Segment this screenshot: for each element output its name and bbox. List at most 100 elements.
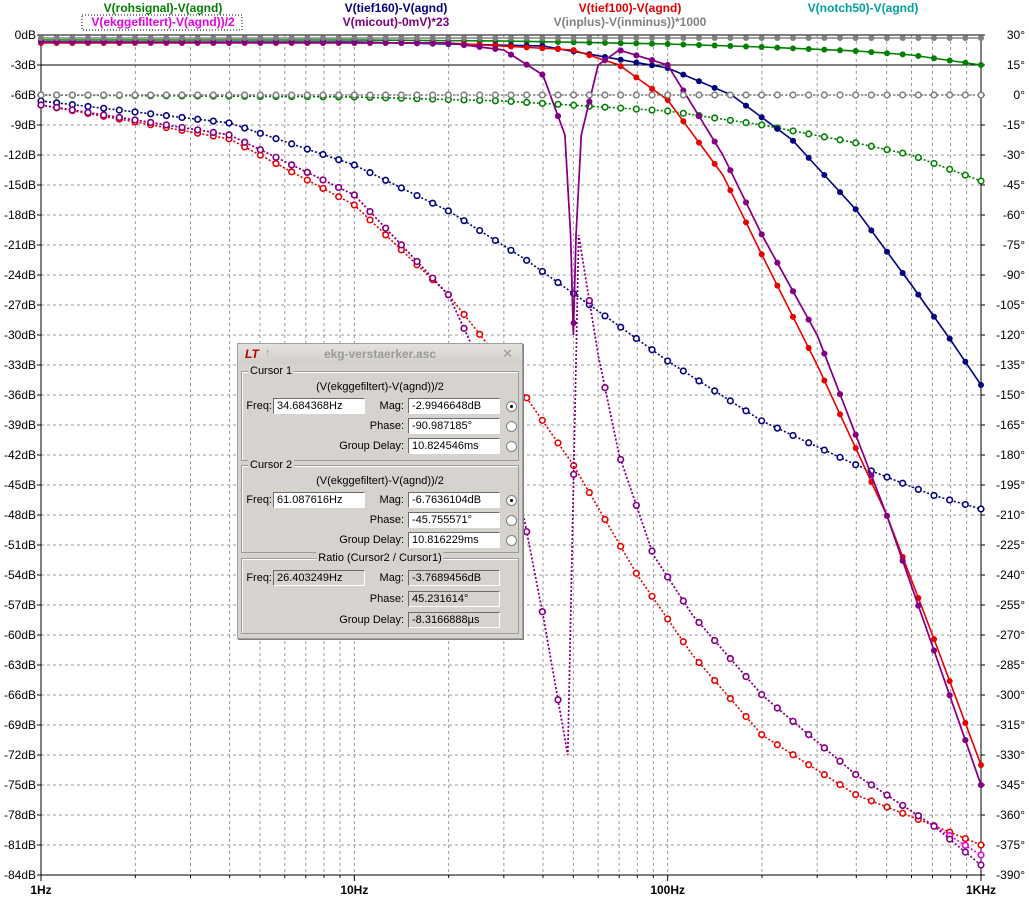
cursor2-phase-field[interactable]: -45.755571° — [408, 512, 500, 528]
y-right-tick-label: -270° — [996, 628, 1025, 642]
cursor2-group-delay-field[interactable]: 10.816229ms — [408, 532, 500, 548]
data-point — [805, 154, 812, 161]
data-point — [837, 35, 843, 41]
y-left-tick-label: -36dB — [4, 388, 36, 402]
cursor2-phase-radio[interactable] — [506, 515, 517, 526]
data-point — [664, 615, 672, 623]
ratio-mag-label: Mag: — [379, 572, 404, 584]
data-point — [491, 236, 499, 245]
data-point — [382, 35, 389, 41]
data-point — [350, 91, 358, 99]
data-point — [617, 56, 624, 63]
series-9-phase — [37, 101, 985, 869]
cursor1-group-delay-radio[interactable] — [506, 441, 517, 452]
data-point — [303, 91, 311, 99]
data-point — [366, 91, 374, 99]
legend-item: V(micout)-0mV)*23 — [343, 15, 450, 29]
y-left-tick-label: -24dB — [4, 268, 36, 282]
data-point — [633, 40, 640, 47]
data-point — [617, 35, 624, 41]
data-point — [226, 35, 232, 41]
cursor1-phase-field[interactable]: -90.987185° — [408, 418, 500, 434]
cursor1-freq-field[interactable]: 34.684368Hz — [273, 398, 365, 414]
cursor1-phase-radio[interactable] — [506, 421, 517, 432]
cursor-dialog[interactable]: LT ↑ ekg-verstaerker.asc ✕ Cursor 1 (V(e… — [237, 343, 523, 639]
data-point — [773, 704, 781, 712]
cursor1-mag-radio[interactable] — [506, 401, 517, 412]
data-point — [805, 35, 812, 41]
cursor1-freq-label: Freq: — [246, 400, 272, 412]
data-point — [163, 39, 170, 46]
data-point — [538, 267, 546, 276]
data-point — [867, 781, 875, 789]
data-point — [507, 246, 515, 254]
ratio-freq-label: Freq: — [246, 572, 272, 584]
y-right-tick-label: -240° — [996, 568, 1025, 582]
data-point — [821, 35, 828, 41]
cursor2-heading: Cursor 2 — [248, 459, 295, 471]
close-icon[interactable]: ✕ — [502, 346, 513, 361]
data-point — [179, 35, 185, 41]
data-point — [554, 91, 562, 99]
data-point — [147, 39, 154, 46]
data-point — [758, 231, 765, 238]
y-left-tick-label: -39dB — [4, 418, 36, 432]
y-right-tick-label: -255° — [996, 598, 1025, 612]
data-point — [852, 461, 860, 469]
data-point — [303, 168, 311, 176]
data-point — [679, 597, 687, 605]
data-point — [852, 47, 859, 54]
y-left-tick-label: -27dB — [4, 298, 36, 312]
y-right-tick-label: -90° — [1003, 268, 1025, 282]
data-point — [115, 113, 123, 122]
data-point — [930, 491, 938, 500]
data-point — [476, 330, 484, 338]
data-point — [85, 35, 91, 41]
data-point — [162, 112, 170, 120]
cursor2-mag-radio[interactable] — [506, 495, 517, 506]
data-point — [538, 416, 546, 424]
data-point — [241, 138, 249, 146]
data-point — [397, 91, 405, 99]
legend[interactable]: V(rohsignal)-V(agnd)V(ekggefiltert)-V(ag… — [81, 1, 918, 31]
cursor2-freq-field[interactable]: 61.087616Hz — [273, 492, 365, 508]
data-point — [225, 119, 233, 127]
data-point — [382, 39, 389, 46]
data-point — [414, 35, 420, 41]
ratio-mag-field: -3.7689456dB — [408, 570, 500, 586]
data-point — [460, 91, 468, 99]
data-point — [946, 496, 954, 504]
data-point — [680, 41, 687, 48]
data-point — [476, 91, 484, 99]
data-point — [491, 97, 499, 105]
ltspice-logo-icon: LT — [245, 347, 259, 361]
pin-icon[interactable]: ↑ — [265, 347, 271, 359]
data-point — [977, 91, 985, 99]
data-point — [884, 248, 890, 255]
series-line — [40, 104, 982, 846]
x-axis-labels: 1Hz 10Hz 100Hz 1KHz — [30, 883, 996, 897]
data-point — [946, 835, 954, 843]
data-point — [476, 226, 484, 235]
data-point — [743, 219, 749, 226]
y-left-tick-label: -84dB — [4, 868, 36, 882]
data-point — [742, 91, 750, 99]
cursor1-mag-field[interactable]: -2.9946648dB — [408, 398, 500, 414]
data-point — [805, 91, 813, 99]
data-point — [978, 62, 984, 68]
data-point — [601, 103, 609, 111]
data-point — [649, 40, 655, 47]
data-point — [805, 761, 813, 769]
y-right-tick-label: -180° — [996, 448, 1025, 462]
data-point — [554, 439, 562, 447]
cursor2-group-delay-radio[interactable] — [506, 535, 517, 546]
cursor1-expression: (V(ekggefiltert)-V(agnd))/2 — [316, 381, 444, 393]
cursor1-group-delay-field[interactable]: 10.824546ms — [408, 438, 500, 454]
y-left-tick-label: -60dB — [4, 628, 36, 642]
cursor2-mag-field[interactable]: -6.7636104dB — [408, 492, 500, 508]
y-right-tick-label: -210° — [996, 508, 1025, 522]
data-point — [602, 39, 608, 46]
data-point — [444, 207, 452, 215]
data-point — [773, 91, 781, 99]
dialog-titlebar[interactable]: LT ↑ ekg-verstaerker.asc ✕ — [238, 344, 522, 364]
